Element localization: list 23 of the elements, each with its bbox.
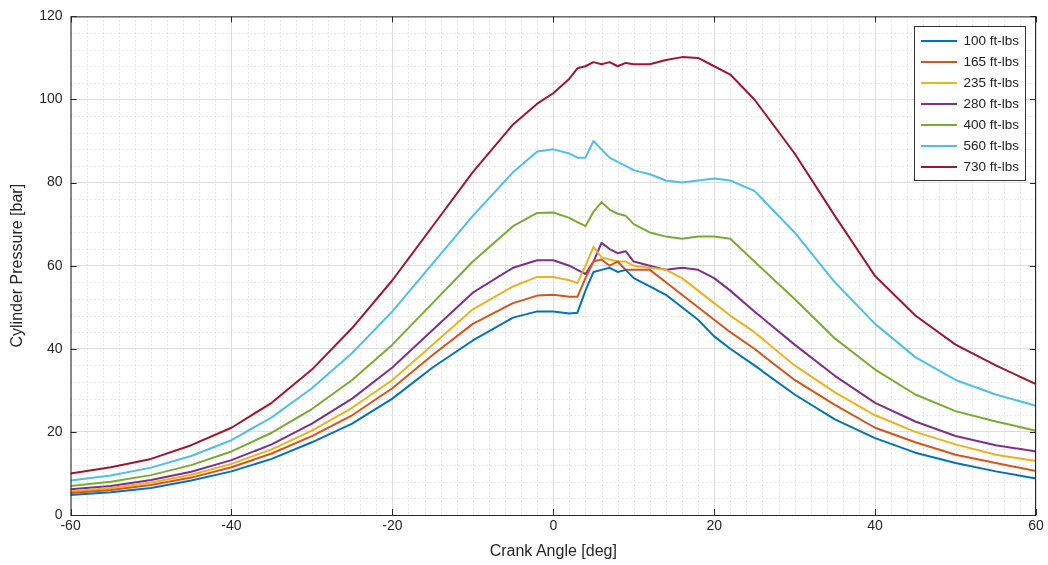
legend-label: 560 ft-lbs (963, 138, 1019, 154)
x-tick-label: 60 (1028, 517, 1044, 534)
x-tick-label: -20 (382, 517, 403, 534)
legend-label: 100 ft-lbs (963, 33, 1019, 49)
x-tick-label: 0 (549, 517, 558, 534)
y-tick-label: 120 (39, 7, 63, 24)
y-tick-label: 100 (39, 90, 63, 107)
legend-label: 235 ft-lbs (963, 75, 1019, 91)
x-tick-label: -60 (60, 517, 81, 534)
x-tick-label: 40 (867, 517, 884, 534)
legend-label: 400 ft-lbs (963, 117, 1019, 133)
y-tick-label: 0 (54, 505, 63, 522)
x-tick-label: -40 (221, 517, 242, 534)
legend-label: 730 ft-lbs (963, 159, 1019, 175)
y-axis-title: Cylinder Pressure [bar] (8, 183, 26, 348)
x-tick-label: 20 (706, 517, 723, 534)
y-tick-label: 80 (46, 173, 63, 190)
legend-label: 280 ft-lbs (963, 96, 1019, 112)
x-axis-title: Crank Angle [deg] (489, 541, 617, 559)
legend-label: 165 ft-lbs (963, 54, 1019, 70)
y-tick-label: 40 (46, 339, 63, 356)
y-tick-label: 60 (46, 256, 63, 273)
y-tick-label: 20 (46, 422, 63, 439)
